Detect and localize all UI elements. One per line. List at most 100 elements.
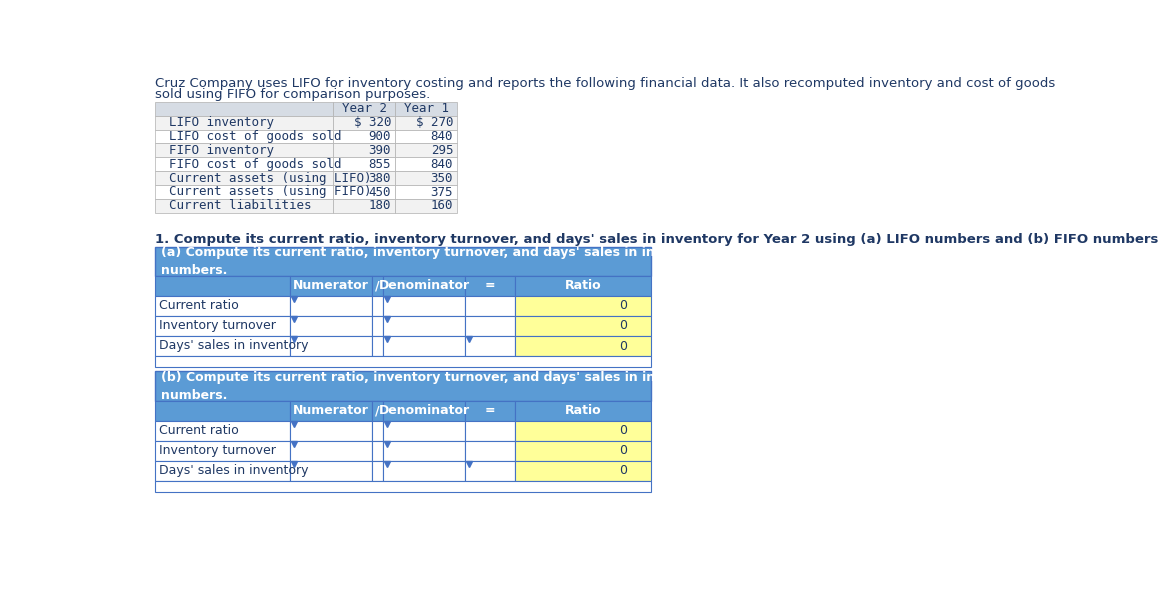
Text: $ 320: $ 320 (353, 116, 391, 129)
Bar (291, 420, 372, 441)
Text: FIFO cost of goods sold: FIFO cost of goods sold (169, 158, 342, 171)
Text: 390: 390 (368, 144, 391, 157)
Bar (155, 185, 334, 199)
Bar (383, 276, 464, 296)
Bar (395, 116, 457, 129)
Bar (155, 461, 291, 481)
Bar (515, 336, 651, 356)
Bar (464, 441, 515, 461)
Bar (464, 296, 515, 316)
Text: Inventory turnover: Inventory turnover (160, 444, 277, 457)
Text: =: = (485, 404, 496, 417)
Text: 450: 450 (368, 186, 391, 198)
Text: Denominator: Denominator (379, 280, 470, 292)
Bar (155, 129, 334, 144)
Text: 380: 380 (368, 172, 391, 184)
Text: =: = (485, 280, 496, 292)
Bar (515, 401, 651, 420)
Text: Current ratio: Current ratio (160, 300, 240, 313)
Bar (155, 336, 291, 356)
Text: Days' sales in inventory: Days' sales in inventory (160, 464, 309, 477)
Text: FIFO inventory: FIFO inventory (169, 144, 273, 157)
Bar (334, 129, 395, 144)
Bar (464, 461, 515, 481)
Bar (515, 276, 651, 296)
Text: Current assets (using LIFO): Current assets (using LIFO) (169, 172, 372, 184)
Text: Year 1: Year 1 (404, 102, 448, 116)
Text: (a) Compute its current ratio, inventory turnover, and days' sales in inventory : (a) Compute its current ratio, inventory… (161, 246, 860, 277)
Bar (372, 401, 383, 420)
Bar (155, 199, 334, 213)
Bar (464, 401, 515, 420)
Bar (395, 199, 457, 213)
Text: 0: 0 (620, 424, 628, 437)
Bar (464, 336, 515, 356)
Bar (155, 481, 651, 492)
Bar (383, 316, 464, 336)
Text: Numerator: Numerator (293, 280, 369, 292)
Bar (372, 276, 383, 296)
Bar (155, 158, 334, 171)
Text: Inventory turnover: Inventory turnover (160, 319, 277, 332)
Bar (395, 144, 457, 158)
Text: 855: 855 (368, 158, 391, 171)
Text: 0: 0 (620, 340, 628, 352)
Text: 840: 840 (431, 158, 453, 171)
Text: /: / (375, 404, 380, 417)
Text: sold using FIFO for comparison purposes.: sold using FIFO for comparison purposes. (155, 88, 430, 101)
Bar (155, 420, 291, 441)
Text: LIFO cost of goods sold: LIFO cost of goods sold (169, 130, 342, 143)
Bar (464, 316, 515, 336)
Text: Cruz Company uses LIFO for inventory costing and reports the following financial: Cruz Company uses LIFO for inventory cos… (155, 77, 1055, 90)
Bar (155, 116, 334, 129)
Text: Ratio: Ratio (565, 280, 601, 292)
Bar (155, 247, 651, 276)
Bar (291, 316, 372, 336)
Bar (372, 461, 383, 481)
Bar (515, 420, 651, 441)
Bar (291, 401, 372, 420)
Bar (155, 296, 291, 316)
Text: 180: 180 (368, 199, 391, 213)
Text: Denominator: Denominator (379, 404, 470, 417)
Bar (372, 296, 383, 316)
Text: 295: 295 (431, 144, 453, 157)
Bar (155, 371, 651, 401)
Text: Year 2: Year 2 (342, 102, 387, 116)
Bar (383, 461, 464, 481)
Bar (291, 441, 372, 461)
Text: Ratio: Ratio (565, 404, 601, 417)
Text: 350: 350 (431, 172, 453, 184)
Text: Current assets (using FIFO): Current assets (using FIFO) (169, 186, 372, 198)
Text: 900: 900 (368, 130, 391, 143)
Bar (155, 316, 291, 336)
Text: 0: 0 (620, 319, 628, 332)
Bar (291, 336, 372, 356)
Bar (155, 276, 291, 296)
Bar (372, 441, 383, 461)
Bar (395, 102, 457, 116)
Bar (372, 420, 383, 441)
Text: 0: 0 (620, 300, 628, 313)
Bar (464, 276, 515, 296)
Text: /: / (375, 280, 380, 292)
Text: 840: 840 (431, 130, 453, 143)
Bar (515, 296, 651, 316)
Bar (515, 316, 651, 336)
Bar (334, 158, 395, 171)
Bar (334, 185, 395, 199)
Bar (155, 171, 334, 185)
Bar (291, 296, 372, 316)
Bar (155, 356, 651, 367)
Bar (383, 401, 464, 420)
Bar (515, 461, 651, 481)
Text: Current liabilities: Current liabilities (169, 199, 312, 213)
Bar (291, 276, 372, 296)
Bar (155, 144, 334, 158)
Text: Current ratio: Current ratio (160, 424, 240, 437)
Bar (334, 171, 395, 185)
Bar (383, 296, 464, 316)
Bar (515, 441, 651, 461)
Bar (372, 316, 383, 336)
Bar (334, 144, 395, 158)
